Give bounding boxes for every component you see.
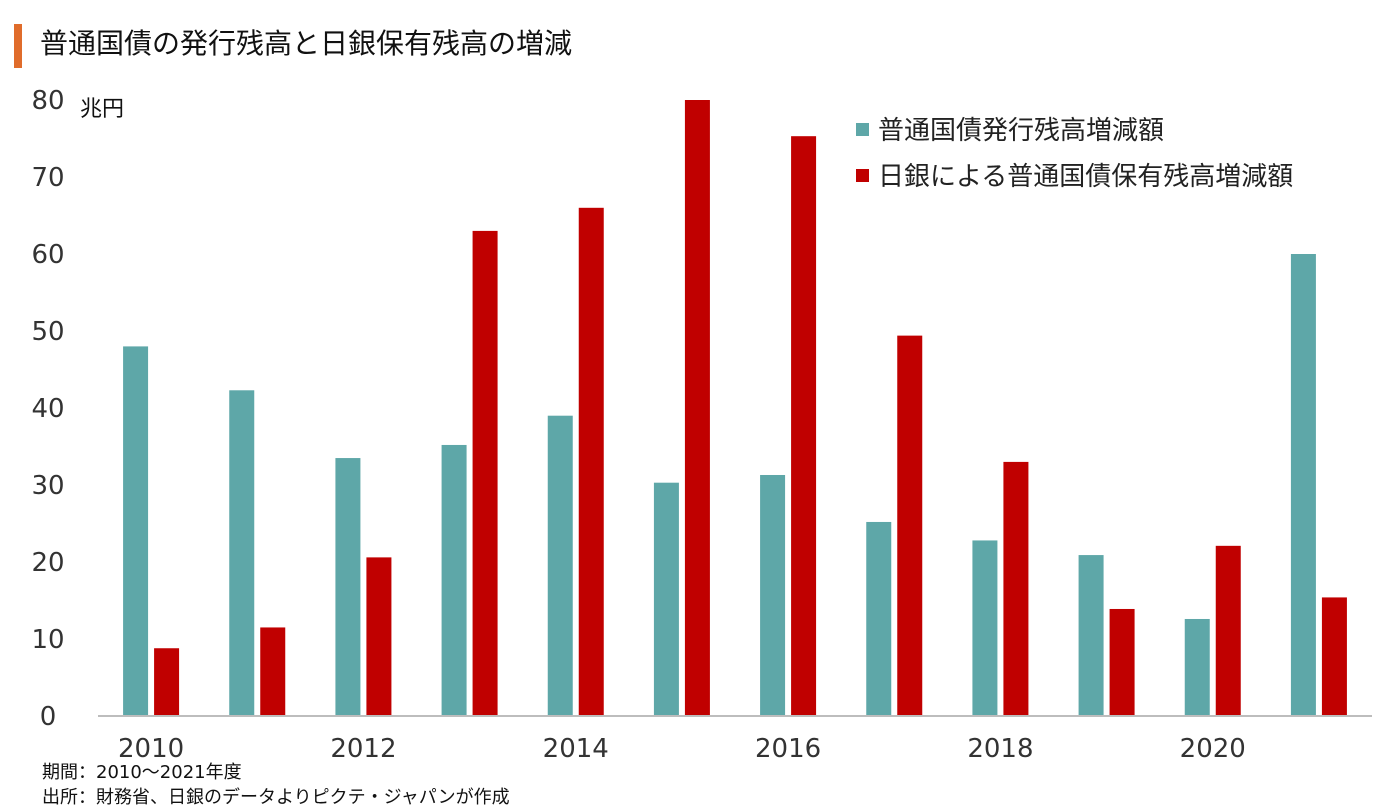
period-note: 期間：2010～2021年度 bbox=[42, 762, 242, 783]
bar-boj-2017 bbox=[897, 335, 923, 716]
bar-boj-2010 bbox=[154, 648, 180, 716]
y-tick-label: 80 bbox=[31, 86, 64, 116]
bar-issuance-2016 bbox=[760, 474, 786, 716]
x-tick-label: 2010 bbox=[118, 734, 184, 764]
bar-issuance-2017 bbox=[866, 521, 892, 716]
y-tick-label: 40 bbox=[31, 394, 64, 424]
legend-swatch bbox=[856, 169, 869, 182]
bar-issuance-2018 bbox=[972, 540, 998, 716]
bar-boj-2014 bbox=[578, 207, 604, 717]
bar-issuance-2020 bbox=[1184, 618, 1210, 716]
bar-boj-2013 bbox=[472, 230, 498, 716]
bar-boj-2020 bbox=[1215, 545, 1241, 716]
bar-issuance-2010 bbox=[123, 346, 149, 716]
bar-boj-2015 bbox=[684, 100, 710, 716]
bar-boj-2019 bbox=[1109, 608, 1135, 716]
x-tick-label: 2018 bbox=[967, 734, 1033, 764]
y-tick-label: 10 bbox=[31, 625, 64, 655]
x-tick-label: 2016 bbox=[755, 734, 821, 764]
legend-label: 日銀による普通国債保有残高増減額 bbox=[878, 162, 1293, 192]
bar-issuance-2015 bbox=[653, 482, 679, 716]
y-tick-label: 20 bbox=[31, 548, 64, 578]
bar-issuance-2021 bbox=[1290, 254, 1316, 716]
bar-issuance-2014 bbox=[547, 415, 573, 716]
y-tick-label: 70 bbox=[31, 163, 64, 193]
x-axis: 2010 2012 2014 2016 2018 2020 bbox=[118, 734, 1246, 764]
x-tick-label: 2012 bbox=[330, 734, 396, 764]
legend-label: 普通国債発行残高増減額 bbox=[878, 116, 1164, 146]
y-tick-label: 50 bbox=[31, 317, 64, 347]
x-tick-label: 2014 bbox=[543, 734, 609, 764]
y-tick-label: 60 bbox=[31, 240, 64, 270]
bar-boj-2011 bbox=[260, 627, 286, 716]
bar-issuance-2012 bbox=[335, 458, 361, 716]
y-tick-label: 0 bbox=[40, 702, 57, 732]
bar-issuance-2019 bbox=[1078, 555, 1104, 716]
bar-boj-2016 bbox=[791, 136, 817, 716]
footnotes: 期間：2010～2021年度 出所：財務省、日銀のデータよりピクテ・ジャパンが作… bbox=[42, 760, 510, 810]
chart-title: 普通国債の発行残高と日銀保有残高の増減 bbox=[40, 27, 573, 60]
bar-boj-2012 bbox=[366, 557, 392, 716]
title-accent-bar bbox=[14, 24, 22, 68]
x-tick-label: 2020 bbox=[1180, 734, 1246, 764]
source-note: 出所：財務省、日銀のデータよりピクテ・ジャパンが作成 bbox=[42, 787, 510, 808]
y-unit-label: 兆円 bbox=[80, 97, 124, 122]
bar-boj-2021 bbox=[1321, 597, 1347, 716]
bar-issuance-2013 bbox=[441, 444, 467, 716]
bars bbox=[123, 100, 1347, 717]
y-axis: 0 10 20 30 40 50 60 70 80 bbox=[31, 86, 64, 732]
y-tick-label: 30 bbox=[31, 471, 64, 501]
legend-swatch bbox=[856, 123, 869, 136]
bar-boj-2018 bbox=[1003, 461, 1029, 716]
bar-issuance-2011 bbox=[229, 390, 255, 716]
